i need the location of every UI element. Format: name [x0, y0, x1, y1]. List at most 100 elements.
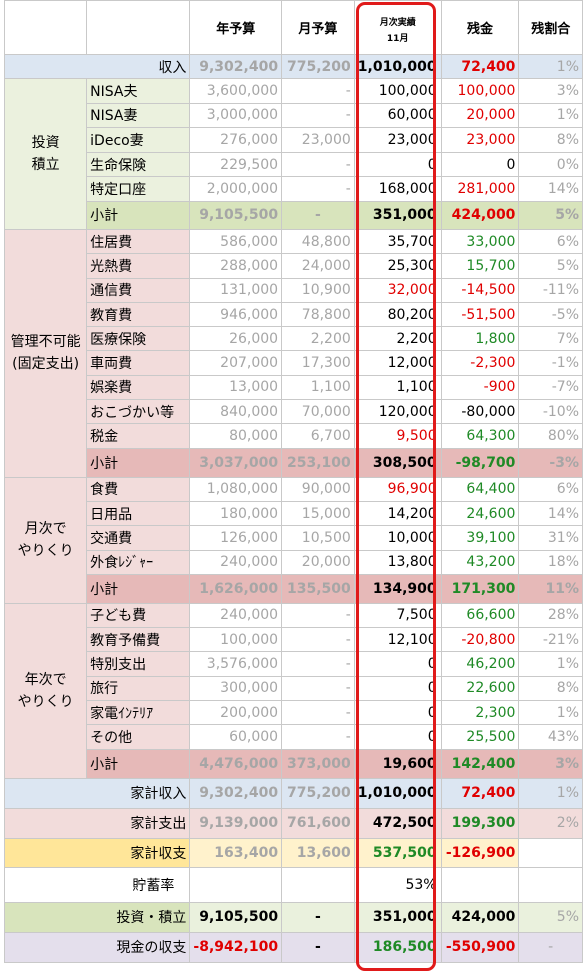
table-row: 外食ﾚｼﾞｬｰ 240,000 20,000 13,800 43,200 18% — [5, 549, 583, 575]
row-annual: 3,576,000 — [189, 651, 283, 677]
subtotal-annual: 9,105,500 — [189, 200, 283, 230]
row-ratio: 1% — [518, 651, 583, 677]
row-annual: 3,600,000 — [189, 78, 283, 104]
row-remaining: -80,000 — [440, 399, 520, 425]
row-monthly: - — [281, 724, 355, 750]
summary-income-remaining: 72,400 — [440, 777, 520, 809]
row-label: 子ども費 — [86, 602, 191, 629]
group-investment: 投資 積立 — [3, 78, 88, 230]
row-label: iDeco妻 — [86, 127, 191, 153]
summary-expense-row: 家計支出 9,139,000 761,600 472,500 199,300 2… — [3, 807, 583, 839]
cash-balance-remaining: -550,900 — [440, 931, 520, 963]
invest-total-ratio: 5% — [518, 901, 583, 933]
row-remaining: 25,500 — [440, 724, 520, 750]
row-actual: 32,000 — [353, 277, 442, 303]
table-row: 特定口座 2,000,000 - 168,000 281,000 14% — [5, 176, 583, 202]
row-ratio: -21% — [518, 627, 583, 653]
row-actual: 120,000 — [353, 399, 442, 425]
row-remaining: 33,000 — [440, 228, 520, 255]
row-ratio: 1% — [518, 102, 583, 129]
table-row: NISA妻 3,000,000 - 60,000 20,000 1% — [5, 102, 583, 129]
row-label: 税金 — [86, 423, 191, 449]
summary-expense-actual: 472,500 — [353, 807, 442, 839]
summary-income-monthly: 775,200 — [281, 777, 355, 809]
subtotal-row: 小計 9,105,500 - 351,000 424,000 5% — [4, 200, 583, 230]
subtotal-actual: 351,000 — [353, 200, 442, 230]
invest-total-actual: 351,000 — [353, 901, 442, 933]
row-label: 教育費 — [86, 301, 191, 328]
row-annual: 13,000 — [189, 374, 283, 401]
row-label: 住居費 — [86, 228, 191, 255]
row-monthly: 10,500 — [281, 525, 355, 551]
row-label: 娯楽費 — [86, 374, 191, 401]
row-ratio: 18% — [518, 549, 583, 575]
summary-income-ratio: 1% — [518, 777, 583, 809]
row-annual: 80,000 — [189, 423, 283, 449]
subtotal-ratio: 3% — [518, 748, 583, 779]
row-monthly: - — [281, 627, 355, 653]
table-row: 車両費 207,000 17,300 12,000 -2,300 -1% — [5, 350, 583, 376]
row-ratio: 3% — [518, 78, 583, 104]
row-annual: 180,000 — [189, 500, 283, 527]
row-actual: 1,100 — [353, 374, 442, 401]
row-remaining: -20,800 — [440, 627, 520, 653]
cash-balance-annual: -8,942,100 — [189, 931, 283, 963]
row-actual: 9,500 — [353, 423, 442, 449]
row-actual: 60,000 — [353, 102, 442, 129]
subtotal-ratio: 5% — [518, 200, 583, 230]
header-annual-budget: 年予算 — [189, 0, 283, 55]
table-row: おこづかい等 840,000 70,000 120,000 -80,000 -1… — [5, 399, 583, 425]
row-remaining: -900 — [440, 374, 520, 401]
table-row: 税金 80,000 6,700 9,500 64,300 80% — [5, 423, 583, 449]
group-monthly: 月次で やりくり — [3, 476, 88, 604]
row-monthly: 1,100 — [281, 374, 355, 401]
row-monthly: 15,000 — [281, 500, 355, 527]
savings-rate-value: 53% — [353, 866, 442, 903]
row-label: NISA妻 — [86, 102, 191, 129]
table-row: 管理不可能 (固定支出) 住居費 586,000 48,800 35,700 3… — [3, 228, 583, 478]
cash-balance-label: 現金の収支 — [3, 931, 191, 963]
row-label: 旅行 — [86, 675, 191, 702]
subtotal-actual: 308,500 — [353, 447, 442, 478]
table-row: 娯楽費 13,000 1,100 1,100 -900 -7% — [5, 374, 583, 401]
subtotal-actual: 19,600 — [353, 748, 442, 779]
row-remaining: -51,500 — [440, 301, 520, 328]
row-monthly: - — [281, 151, 355, 178]
table-row: その他 60,000 - 0 25,500 43% — [5, 724, 583, 750]
row-annual: 276,000 — [189, 127, 283, 153]
row-remaining: 1,800 — [440, 326, 520, 352]
savings-rate-row: 貯蓄率 53% — [3, 866, 583, 903]
row-label: 通信費 — [86, 277, 191, 303]
row-annual: 240,000 — [189, 602, 283, 629]
subtotal-remaining: 142,400 — [440, 748, 520, 779]
table-row: 日用品 180,000 15,000 14,200 24,600 14% — [5, 500, 583, 527]
cash-balance-ratio: - — [518, 931, 583, 963]
row-monthly: - — [281, 102, 355, 129]
group-yearly: 年次で やりくり — [3, 602, 88, 779]
summary-balance-ratio — [518, 837, 583, 868]
summary-balance-annual: 163,400 — [189, 837, 283, 868]
row-label: 家電ｲﾝﾃﾘｱ — [86, 700, 191, 726]
row-ratio: 14% — [518, 176, 583, 202]
subtotal-row: 小計 4,476,000 373,000 19,600 142,400 3% — [4, 748, 583, 779]
summary-income-label: 家計収入 — [3, 777, 191, 809]
row-actual: 14,200 — [353, 500, 442, 527]
row-annual: 840,000 — [189, 399, 283, 425]
table-row: 月次で やりくり 食費 1,080,000 90,000 96,900 64,4… — [3, 476, 583, 604]
row-monthly: - — [281, 651, 355, 677]
subtotal-actual: 134,900 — [353, 573, 442, 604]
row-ratio: 6% — [518, 476, 583, 502]
income-row: 収入 9,302,400 775,200 1,010,000 72,400 1% — [3, 54, 583, 79]
subtotal-monthly: 373,000 — [281, 748, 355, 779]
row-monthly: 20,000 — [281, 549, 355, 575]
income-ratio: 1% — [518, 54, 583, 79]
table-row: 医療保険 26,000 2,200 2,200 1,800 7% — [5, 326, 583, 352]
header-actual: 月次実績 11月 — [353, 0, 442, 55]
row-remaining: 39,100 — [440, 525, 520, 551]
income-remaining: 72,400 — [440, 54, 520, 79]
row-label: 交通費 — [86, 525, 191, 551]
row-label: 食費 — [86, 476, 191, 502]
row-annual: 300,000 — [189, 675, 283, 702]
row-actual: 23,000 — [353, 127, 442, 153]
row-label: 特定口座 — [86, 176, 191, 202]
